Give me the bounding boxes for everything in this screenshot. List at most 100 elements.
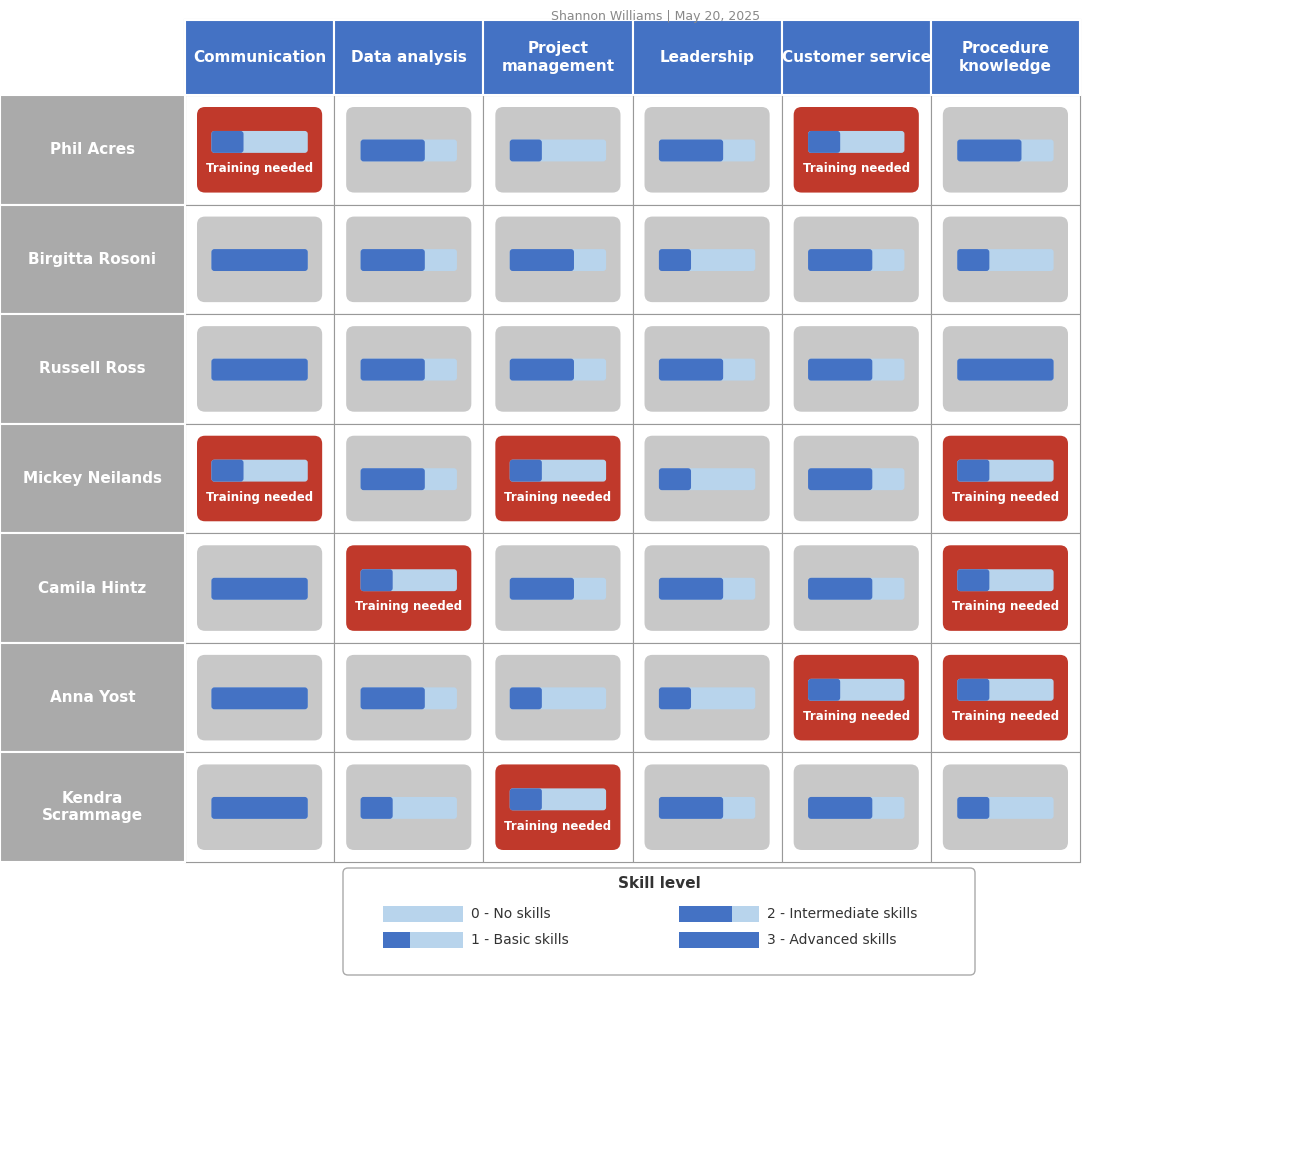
Bar [0, 753, 185, 862]
Bar [383, 932, 409, 948]
Text: Customer service: Customer service [781, 50, 931, 65]
FancyBboxPatch shape [659, 249, 691, 271]
FancyBboxPatch shape [510, 359, 574, 381]
Bar [334, 314, 484, 423]
FancyBboxPatch shape [361, 139, 458, 161]
FancyBboxPatch shape [496, 765, 620, 850]
Bar [185, 20, 1080, 862]
FancyBboxPatch shape [211, 131, 308, 153]
Bar [185, 314, 334, 423]
Bar [632, 533, 781, 643]
Bar [185, 95, 334, 205]
FancyBboxPatch shape [211, 131, 244, 153]
FancyBboxPatch shape [659, 359, 724, 381]
FancyBboxPatch shape [361, 569, 458, 592]
Bar [781, 643, 931, 753]
FancyBboxPatch shape [197, 108, 323, 193]
FancyBboxPatch shape [659, 577, 724, 600]
Text: Anna Yost: Anna Yost [50, 690, 135, 705]
Bar [185, 533, 334, 643]
FancyBboxPatch shape [808, 679, 840, 700]
FancyBboxPatch shape [510, 359, 606, 381]
FancyBboxPatch shape [211, 687, 308, 710]
FancyBboxPatch shape [197, 216, 323, 302]
Text: Mickey Neilands: Mickey Neilands [24, 471, 163, 486]
Text: Leadership: Leadership [659, 50, 755, 65]
FancyBboxPatch shape [645, 326, 770, 411]
FancyBboxPatch shape [943, 765, 1068, 850]
FancyBboxPatch shape [659, 359, 755, 381]
FancyBboxPatch shape [510, 687, 541, 710]
FancyBboxPatch shape [197, 655, 323, 740]
FancyBboxPatch shape [510, 459, 606, 482]
Bar [383, 932, 463, 948]
FancyBboxPatch shape [943, 326, 1068, 411]
Bar [0, 423, 185, 533]
FancyBboxPatch shape [659, 797, 755, 818]
Text: Training needed: Training needed [952, 710, 1059, 722]
FancyBboxPatch shape [346, 545, 472, 631]
FancyBboxPatch shape [659, 249, 755, 271]
FancyBboxPatch shape [659, 139, 724, 161]
Bar [931, 753, 1080, 862]
Bar [679, 906, 759, 922]
Text: Communication: Communication [193, 50, 326, 65]
Text: Kendra
Scrammage: Kendra Scrammage [42, 791, 143, 823]
Text: Data analysis: Data analysis [351, 50, 467, 65]
FancyBboxPatch shape [346, 108, 472, 193]
Bar [185, 423, 334, 533]
FancyBboxPatch shape [510, 249, 574, 271]
FancyBboxPatch shape [645, 436, 770, 521]
FancyBboxPatch shape [659, 577, 755, 600]
FancyBboxPatch shape [808, 359, 872, 381]
Text: Shannon Williams | May 20, 2025: Shannon Williams | May 20, 2025 [551, 11, 760, 23]
FancyBboxPatch shape [496, 436, 620, 521]
FancyBboxPatch shape [957, 797, 1054, 818]
Bar [931, 423, 1080, 533]
FancyBboxPatch shape [793, 436, 919, 521]
FancyBboxPatch shape [361, 249, 425, 271]
FancyBboxPatch shape [346, 436, 472, 521]
FancyBboxPatch shape [346, 216, 472, 302]
Text: Training needed: Training needed [206, 162, 313, 175]
Bar [334, 95, 484, 205]
Text: Training needed: Training needed [952, 601, 1059, 614]
FancyBboxPatch shape [943, 545, 1068, 631]
Bar [781, 205, 931, 314]
Bar [185, 20, 334, 95]
Text: Training needed: Training needed [802, 710, 910, 722]
FancyBboxPatch shape [943, 216, 1068, 302]
Bar [931, 20, 1080, 95]
FancyBboxPatch shape [957, 459, 990, 482]
Bar [931, 643, 1080, 753]
FancyBboxPatch shape [645, 216, 770, 302]
Bar [781, 95, 931, 205]
Bar [679, 932, 759, 948]
FancyBboxPatch shape [510, 788, 606, 810]
FancyBboxPatch shape [343, 869, 975, 975]
FancyBboxPatch shape [211, 249, 308, 271]
Text: Skill level: Skill level [617, 876, 700, 891]
Bar [0, 205, 185, 314]
FancyBboxPatch shape [211, 687, 308, 710]
FancyBboxPatch shape [496, 216, 620, 302]
FancyBboxPatch shape [510, 687, 606, 710]
FancyBboxPatch shape [496, 545, 620, 631]
Text: Russell Ross: Russell Ross [39, 361, 146, 376]
FancyBboxPatch shape [957, 249, 1054, 271]
FancyBboxPatch shape [645, 655, 770, 740]
FancyBboxPatch shape [510, 577, 574, 600]
FancyBboxPatch shape [496, 108, 620, 193]
FancyBboxPatch shape [957, 459, 1054, 482]
Bar [931, 95, 1080, 205]
FancyBboxPatch shape [510, 139, 541, 161]
FancyBboxPatch shape [808, 577, 872, 600]
Bar [484, 423, 632, 533]
Text: Training needed: Training needed [206, 491, 313, 504]
Bar [931, 314, 1080, 423]
Bar [781, 20, 931, 95]
FancyBboxPatch shape [211, 359, 308, 381]
FancyBboxPatch shape [510, 788, 541, 810]
Text: 1 - Basic skills: 1 - Basic skills [471, 933, 569, 947]
FancyBboxPatch shape [793, 216, 919, 302]
